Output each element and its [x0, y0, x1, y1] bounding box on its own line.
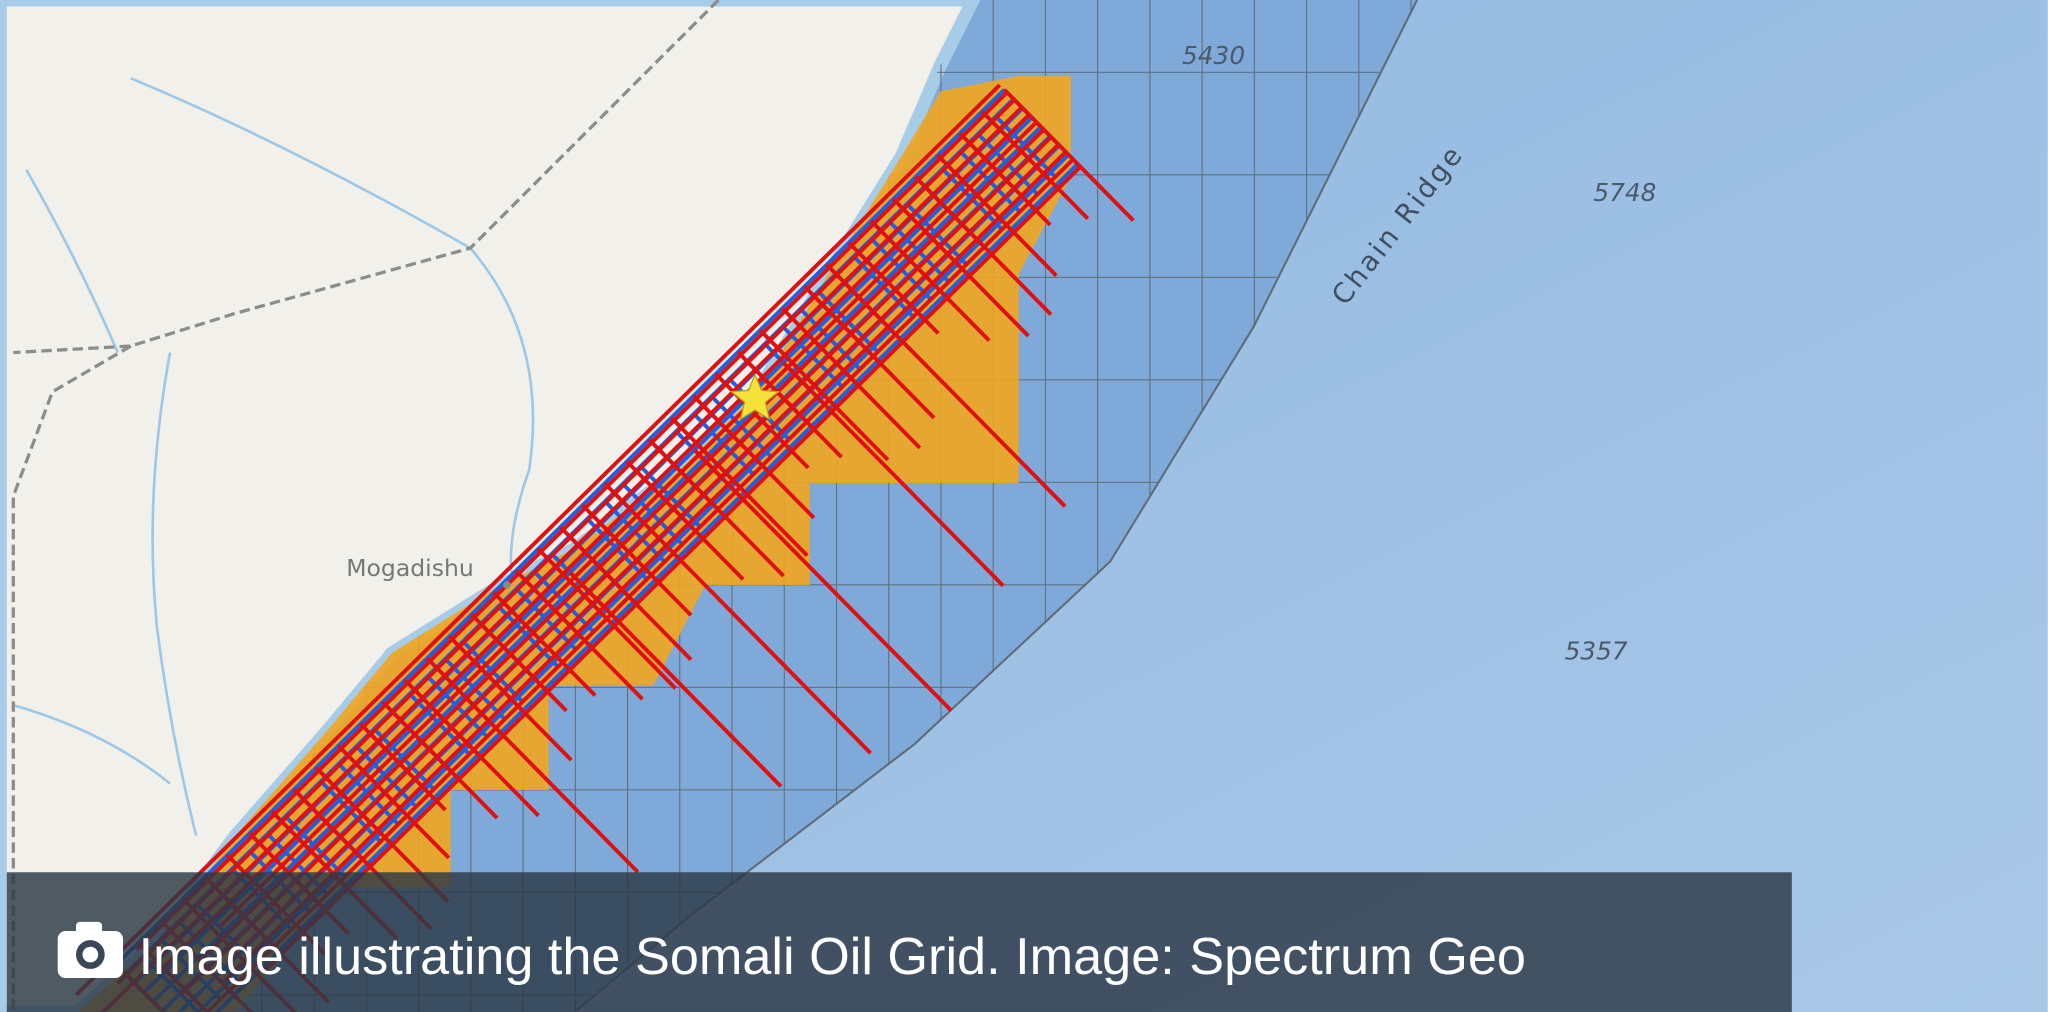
depth-label: 5430 [1182, 41, 1245, 70]
city-dot [502, 581, 511, 589]
caption: Image illustrating the Somali Oil Grid. … [139, 928, 1526, 986]
depth-label: 5748 [1593, 178, 1656, 207]
river [12, 77, 535, 837]
camera-icon [57, 921, 123, 979]
star-marker [729, 373, 781, 421]
caption-bar [6, 872, 1792, 1012]
border [11, 0, 720, 1012]
city-label: Mogadishu [346, 554, 473, 582]
depth-label: 5357 [1565, 636, 1628, 665]
